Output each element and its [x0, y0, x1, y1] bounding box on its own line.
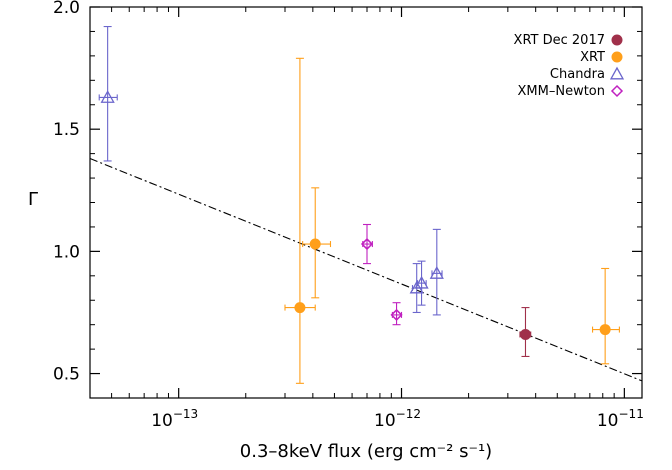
y-tick-label: 1.5 — [53, 120, 80, 140]
data-point — [302, 187, 332, 299]
y-tick-label: 1.0 — [53, 242, 80, 262]
point-marker — [294, 302, 306, 314]
tick-labels: 10−13 10−12 10−110.51.01.52.0 — [53, 0, 644, 431]
y-tick-label: 2.0 — [53, 0, 80, 18]
point-marker — [519, 328, 531, 340]
point-marker — [599, 324, 611, 336]
x-tick-label-base: 10 — [374, 411, 396, 431]
x-tick-label: 10−11 — [597, 407, 644, 431]
point-marker — [309, 238, 321, 250]
x-tick-label-exp: −11 — [619, 407, 644, 421]
data-point — [390, 302, 403, 326]
axis-ticks — [89, 6, 642, 398]
data-point — [360, 223, 374, 265]
x-tick-label-base: 10 — [151, 411, 173, 431]
x-tick-label: 10−13 — [151, 407, 198, 431]
data-point — [519, 307, 532, 358]
legend-label: XRT — [580, 50, 605, 65]
legend-label: Chandra — [550, 67, 605, 82]
legend-marker — [611, 51, 623, 63]
point-marker — [360, 237, 374, 251]
legend-label: XRT Dec 2017 — [514, 33, 605, 48]
data-point — [414, 260, 429, 306]
legend-marker — [611, 34, 623, 46]
y-axis-title: Γ — [28, 189, 38, 210]
data-point — [284, 57, 316, 384]
y-tick-label: 0.5 — [53, 365, 80, 385]
fit-line — [89, 158, 643, 382]
x-tick-label: 10−12 — [374, 407, 421, 431]
data-point — [98, 25, 118, 162]
data-marks — [98, 25, 620, 384]
legend-marker — [609, 66, 625, 80]
plot-frame — [89, 6, 643, 399]
data-point — [592, 267, 620, 365]
x-axis-title: 0.3–8keV flux (erg cm⁻² s⁻¹) — [240, 441, 492, 462]
legend: XRT Dec 2017 XRT Chandra XMM–Newton — [514, 33, 625, 99]
point-marker — [429, 266, 444, 279]
point-marker — [100, 90, 115, 103]
x-tick-label-base: 10 — [597, 411, 619, 431]
legend-label: XMM–Newton — [518, 84, 605, 99]
point-marker — [414, 275, 429, 289]
point-marker — [390, 308, 403, 321]
x-tick-label-exp: −13 — [173, 407, 198, 421]
data-point — [429, 228, 444, 316]
fit-line-group — [89, 158, 643, 382]
x-tick-label-exp: −12 — [396, 407, 421, 421]
legend-marker — [610, 84, 624, 98]
